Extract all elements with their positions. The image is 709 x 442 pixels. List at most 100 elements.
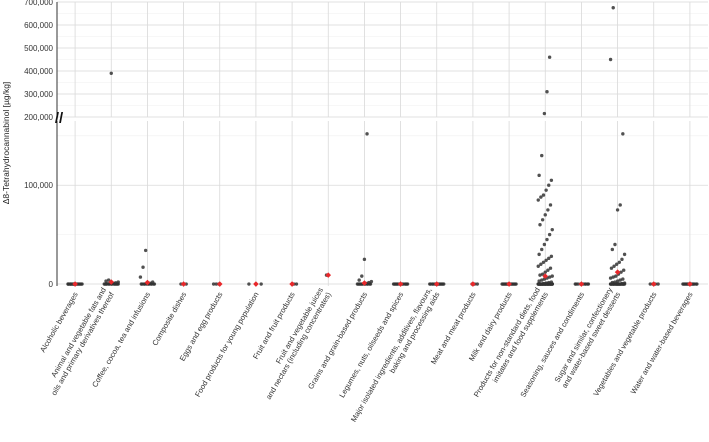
- data-point: [214, 282, 218, 286]
- mean-markers: [72, 269, 693, 287]
- data-point: [614, 274, 618, 278]
- data-point: [475, 282, 479, 286]
- data-point: [539, 262, 543, 266]
- data-point: [608, 276, 613, 280]
- mean-marker: [180, 281, 187, 287]
- data-point: [620, 281, 624, 286]
- data-point: [367, 280, 371, 285]
- data-point: [109, 71, 113, 76]
- mean-marker: [687, 281, 693, 287]
- data-point: [545, 237, 549, 242]
- data-point: [611, 6, 615, 10]
- data-point: [113, 281, 118, 285]
- data-points: [66, 6, 699, 286]
- axis-break-marker: //: [55, 110, 64, 127]
- data-point: [540, 247, 544, 252]
- data-point: [103, 282, 107, 286]
- data-point: [150, 280, 155, 284]
- data-point: [619, 270, 623, 274]
- data-point: [106, 278, 111, 282]
- y-tick-label: 0: [49, 280, 54, 289]
- mean-marker: [361, 280, 368, 286]
- mean-marker: [542, 273, 549, 279]
- data-point: [547, 183, 551, 187]
- data-point: [550, 227, 554, 232]
- mean-marker: [253, 281, 259, 287]
- data-point: [547, 275, 552, 279]
- data-point: [543, 213, 547, 217]
- x-category-label: Composite dishes: [150, 290, 188, 347]
- data-point: [546, 268, 550, 272]
- data-point: [615, 262, 619, 266]
- mean-marker: [578, 281, 585, 287]
- data-point: [143, 248, 148, 253]
- y-tick-label: 200,000: [24, 113, 53, 122]
- data-point: [618, 203, 622, 207]
- data-point: [537, 279, 541, 283]
- x-category-label-line: oils and primary derivatives thereof: [49, 290, 116, 397]
- gridlines: [57, 1, 708, 286]
- data-point: [247, 282, 251, 286]
- data-point: [550, 274, 554, 278]
- data-point: [428, 282, 433, 286]
- data-point: [549, 254, 554, 259]
- data-point: [584, 282, 588, 286]
- data-point: [69, 282, 73, 286]
- data-point: [538, 273, 542, 277]
- data-point: [540, 278, 544, 282]
- data-point: [536, 198, 540, 202]
- data-point: [357, 278, 361, 282]
- data-point: [138, 275, 143, 279]
- mean-marker: [289, 281, 295, 287]
- data-point: [536, 264, 540, 268]
- x-category-label-line: Composite dishes: [150, 290, 188, 347]
- x-category-label: Water and water-based beverages: [629, 290, 695, 395]
- mean-marker: [108, 279, 115, 285]
- data-point: [548, 266, 553, 270]
- data-point: [648, 282, 652, 286]
- data-point: [394, 282, 398, 286]
- data-point: [586, 282, 591, 286]
- data-point: [431, 282, 435, 286]
- data-point: [622, 252, 627, 257]
- data-point: [610, 280, 615, 285]
- y-tick-label: 500,000: [24, 44, 53, 53]
- data-point: [104, 279, 108, 283]
- data-point: [541, 281, 546, 286]
- data-point: [549, 178, 554, 182]
- data-point: [539, 195, 543, 199]
- y-tick-label: 300,000: [24, 90, 53, 99]
- mean-marker: [325, 272, 332, 278]
- data-point: [539, 282, 543, 286]
- data-point: [141, 265, 145, 269]
- data-point: [544, 258, 548, 263]
- data-point: [546, 208, 550, 212]
- data-point: [547, 256, 551, 261]
- data-point: [78, 282, 83, 286]
- data-point: [66, 282, 70, 286]
- data-point: [365, 132, 369, 136]
- data-point: [622, 281, 627, 285]
- data-point: [542, 242, 547, 247]
- data-point: [543, 270, 547, 274]
- data-point: [574, 282, 578, 286]
- mean-marker: [72, 281, 78, 287]
- data-point: [621, 132, 625, 136]
- data-point: [548, 203, 553, 207]
- data-point: [615, 279, 620, 283]
- mean-marker: [506, 281, 512, 287]
- data-point: [613, 242, 617, 247]
- data-point: [391, 282, 396, 286]
- data-point: [682, 282, 687, 286]
- data-point: [615, 208, 620, 212]
- data-point: [547, 232, 552, 237]
- lower-panel-bg: [57, 121, 708, 286]
- y-tick-label: 600,000: [24, 21, 53, 30]
- y-axis-title: Δ8-Tetrahydrocannabinol [µg/kg]: [1, 82, 11, 205]
- data-point: [617, 282, 622, 286]
- data-point: [695, 282, 699, 286]
- data-point: [544, 188, 548, 192]
- y-tick-label: 100,000: [24, 181, 53, 190]
- mean-marker: [144, 279, 151, 286]
- x-category-label-line: Fruit and vegetable juices: [274, 286, 325, 366]
